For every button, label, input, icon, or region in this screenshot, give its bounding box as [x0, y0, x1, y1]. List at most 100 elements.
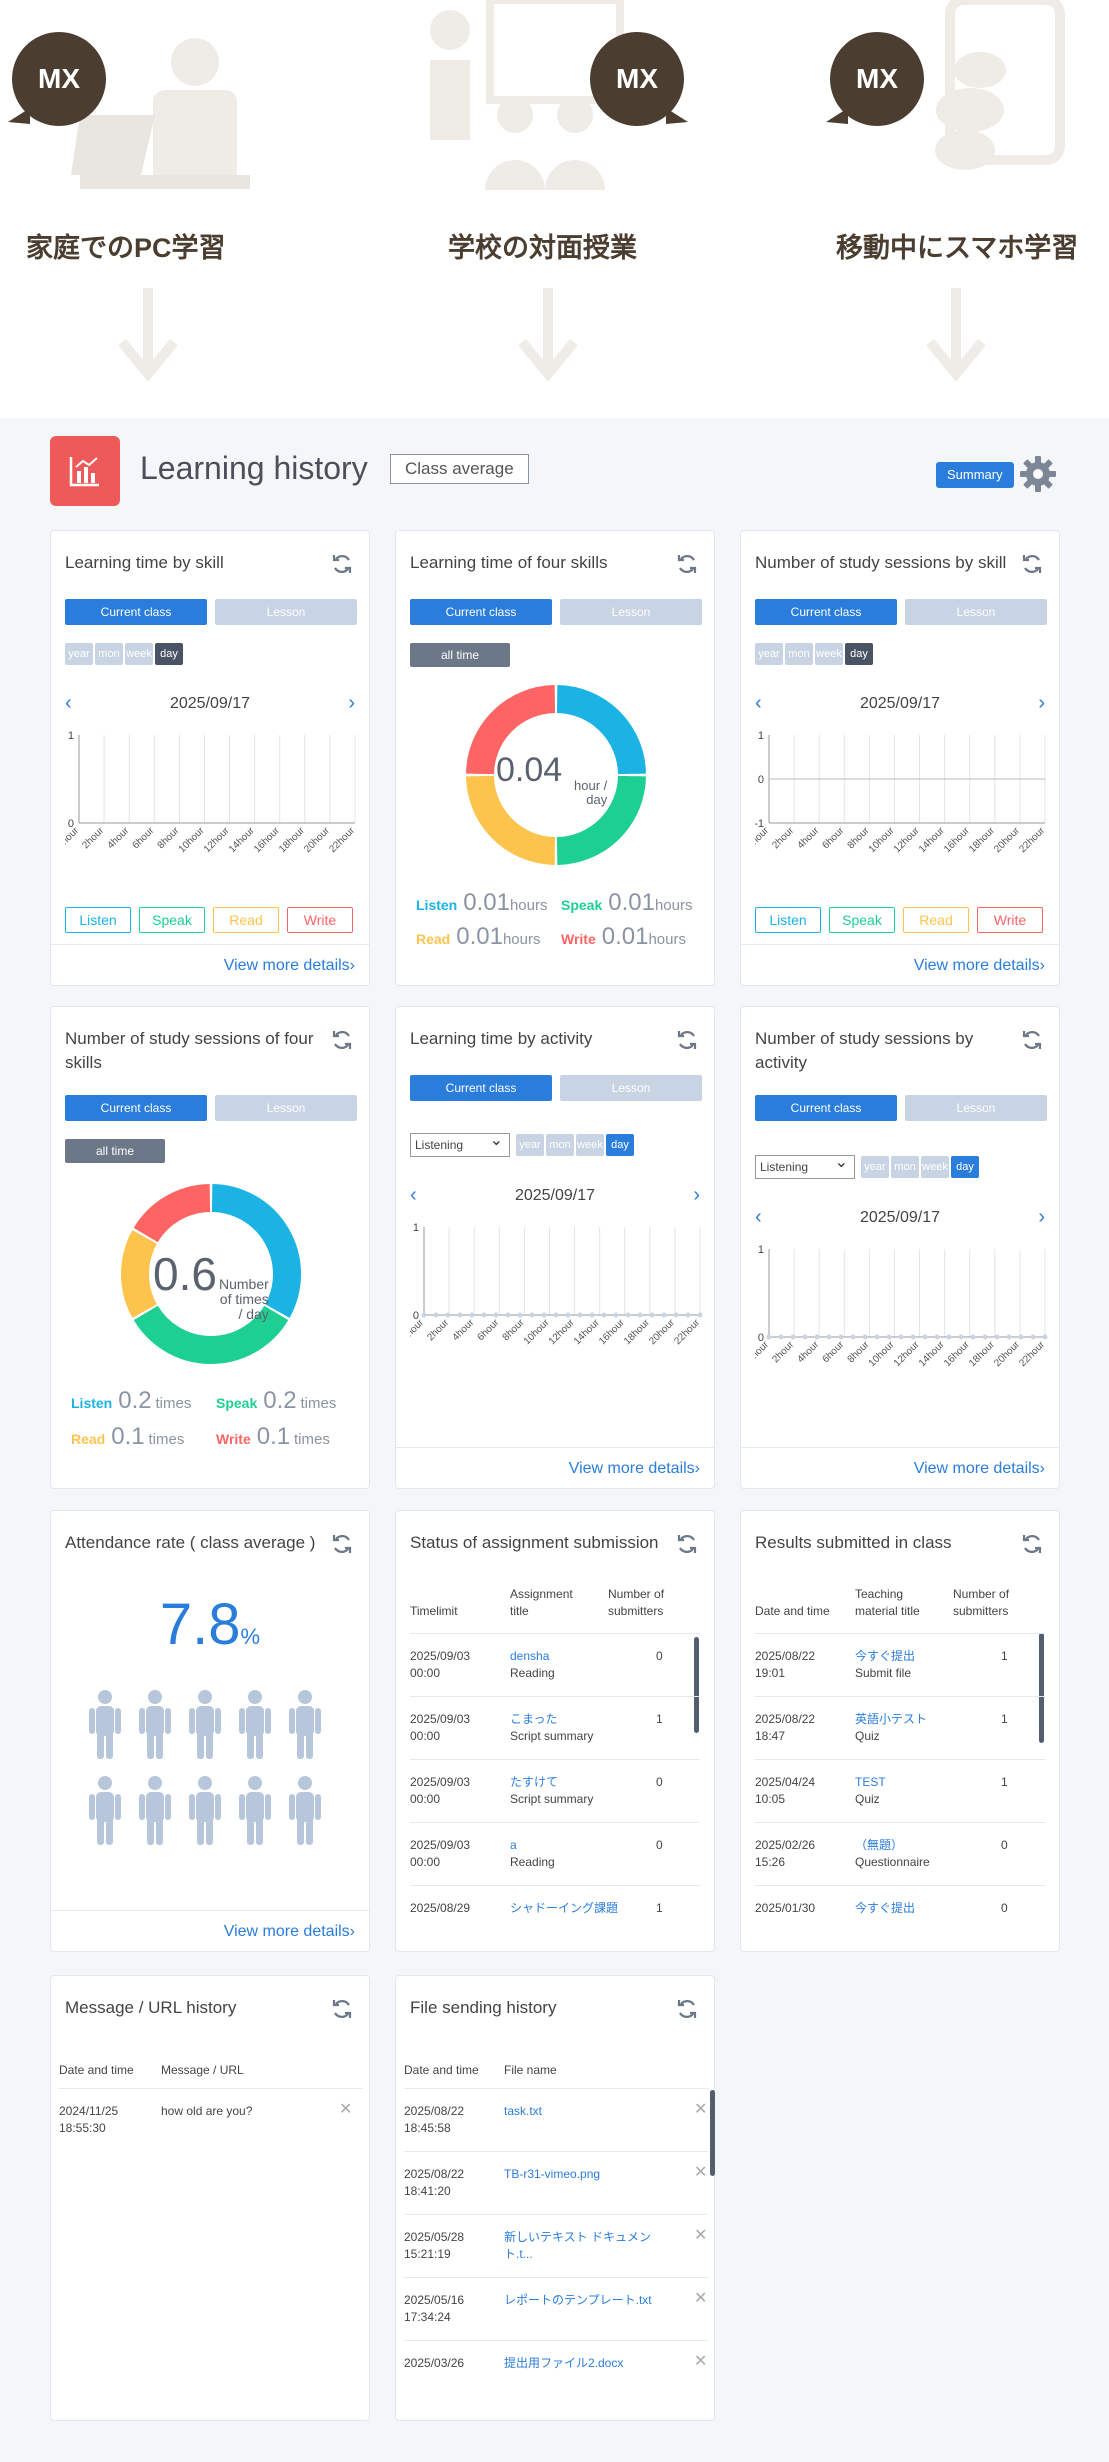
view-more-link[interactable]: View more details›: [913, 957, 1045, 974]
view-more-link[interactable]: View more details›: [568, 1460, 700, 1477]
period-year[interactable]: year: [516, 1134, 544, 1156]
close-icon[interactable]: ✕: [694, 2290, 708, 2307]
lesson-toggle[interactable]: Lesson: [215, 599, 357, 625]
scrollbar[interactable]: [1039, 1633, 1044, 1743]
row-file-link[interactable]: 新しいテキスト ドキュメン: [504, 2230, 651, 2244]
current-class-toggle[interactable]: Current class: [65, 599, 207, 625]
refresh-icon[interactable]: [1019, 551, 1045, 577]
legend-listen[interactable]: Listen: [65, 907, 131, 933]
summary-button[interactable]: Summary: [936, 462, 1014, 488]
all-time-filter[interactable]: all time: [65, 1139, 165, 1163]
period-day[interactable]: day: [845, 643, 873, 665]
stat-listen: Listen 0.01hours: [416, 889, 548, 916]
divider: [741, 944, 1059, 945]
data-point: [421, 1312, 427, 1318]
period-week[interactable]: week: [815, 643, 843, 665]
row-title-link[interactable]: シャドーイング課題: [510, 1901, 619, 1915]
refresh-icon[interactable]: [329, 1996, 355, 2022]
refresh-icon[interactable]: [329, 1027, 355, 1053]
legend-read[interactable]: Read: [213, 907, 279, 933]
row-date-line: 2025/04/24: [755, 1775, 816, 1789]
current-class-toggle[interactable]: Current class: [410, 599, 552, 625]
lesson-toggle[interactable]: Lesson: [905, 599, 1047, 625]
refresh-icon[interactable]: [329, 1531, 355, 1557]
period-month[interactable]: mon: [546, 1134, 574, 1156]
row-title-link[interactable]: 英語小テスト: [855, 1712, 928, 1726]
legend-read[interactable]: Read: [903, 907, 969, 933]
period-year[interactable]: year: [861, 1156, 889, 1178]
prev-date-icon[interactable]: ‹: [755, 692, 762, 714]
period-day[interactable]: day: [606, 1134, 634, 1156]
refresh-icon[interactable]: [674, 551, 700, 577]
period-day[interactable]: day: [155, 643, 183, 665]
row-file-link[interactable]: 提出用ファイル2.docx: [504, 2356, 624, 2370]
view-more-link[interactable]: View more details›: [223, 1923, 355, 1940]
lesson-toggle[interactable]: Lesson: [560, 1075, 702, 1101]
refresh-icon[interactable]: [1019, 1027, 1045, 1053]
row-file-link-cont[interactable]: ト.t...: [504, 2247, 533, 2261]
next-date-icon[interactable]: ›: [1038, 1206, 1045, 1228]
row-title-link[interactable]: 今すぐ提出: [855, 1649, 916, 1663]
activity-select[interactable]: Listening: [755, 1152, 855, 1179]
row-title-link[interactable]: こまった: [510, 1712, 558, 1726]
current-class-toggle[interactable]: Current class: [755, 599, 897, 625]
current-class-toggle[interactable]: Current class: [755, 1095, 897, 1121]
legend-write[interactable]: Write: [977, 907, 1043, 933]
row-title-link[interactable]: たすけて: [510, 1775, 559, 1789]
row-file-link[interactable]: task.txt: [504, 2104, 543, 2118]
row-title-link[interactable]: （無題）: [855, 1838, 904, 1852]
prev-date-icon[interactable]: ‹: [755, 1206, 762, 1228]
lesson-toggle[interactable]: Lesson: [905, 1095, 1047, 1121]
legend-speak[interactable]: Speak: [829, 907, 895, 933]
close-icon[interactable]: ✕: [694, 2353, 708, 2370]
legend-speak[interactable]: Speak: [139, 907, 205, 933]
period-year[interactable]: year: [755, 643, 783, 665]
row-title-link[interactable]: densha: [510, 1649, 550, 1663]
legend-write[interactable]: Write: [287, 907, 353, 933]
x-tick-label: 12hour: [202, 825, 232, 855]
legend-listen[interactable]: Listen: [755, 907, 821, 933]
row-title-link[interactable]: TEST: [855, 1775, 886, 1789]
close-icon[interactable]: ✕: [694, 2101, 708, 2118]
current-class-toggle[interactable]: Current class: [65, 1095, 207, 1121]
period-month[interactable]: mon: [891, 1156, 919, 1178]
view-more-link[interactable]: View more details›: [913, 1460, 1045, 1477]
period-month[interactable]: mon: [95, 643, 123, 665]
prev-date-icon[interactable]: ‹: [410, 1184, 417, 1206]
refresh-icon[interactable]: [329, 551, 355, 577]
row-file-link[interactable]: レポートのテンプレート.txt: [504, 2293, 652, 2307]
period-day[interactable]: day: [951, 1156, 979, 1178]
close-icon[interactable]: ✕: [339, 2101, 353, 2118]
row-title-link[interactable]: a: [510, 1838, 517, 1852]
period-week[interactable]: week: [125, 643, 153, 665]
lesson-toggle[interactable]: Lesson: [560, 599, 702, 625]
all-time-filter[interactable]: all time: [410, 643, 510, 667]
row-title: 今すぐ提出: [855, 1900, 915, 1917]
row-title-link[interactable]: 今すぐ提出: [855, 1901, 916, 1915]
period-year[interactable]: year: [65, 643, 93, 665]
current-class-toggle[interactable]: Current class: [410, 1075, 552, 1101]
lesson-toggle[interactable]: Lesson: [215, 1095, 357, 1121]
scrollbar[interactable]: [694, 1637, 699, 1733]
period-week[interactable]: week: [576, 1134, 604, 1156]
row-date: 2025/08/22 18:47: [755, 1711, 815, 1745]
view-more-link[interactable]: View more details›: [223, 957, 355, 974]
row-file-link[interactable]: TB-r31-vimeo.png: [504, 2167, 601, 2181]
row-subtitle: Script summary: [510, 1729, 594, 1743]
refresh-icon[interactable]: [1019, 1531, 1045, 1557]
prev-date-icon[interactable]: ‹: [65, 692, 72, 714]
refresh-icon[interactable]: [674, 1531, 700, 1557]
period-week[interactable]: week: [921, 1156, 949, 1178]
activity-select[interactable]: Listening: [410, 1130, 510, 1157]
scrollbar[interactable]: [710, 2090, 715, 2176]
period-month[interactable]: mon: [785, 643, 813, 665]
gear-icon[interactable]: [1018, 454, 1058, 494]
next-date-icon[interactable]: ›: [1038, 692, 1045, 714]
next-date-icon[interactable]: ›: [693, 1184, 700, 1206]
row-date: 2025/04/24 10:05: [755, 1774, 815, 1808]
refresh-icon[interactable]: [674, 1027, 700, 1053]
next-date-icon[interactable]: ›: [348, 692, 355, 714]
close-icon[interactable]: ✕: [694, 2227, 708, 2244]
close-icon[interactable]: ✕: [694, 2164, 708, 2181]
refresh-icon[interactable]: [674, 1996, 700, 2022]
